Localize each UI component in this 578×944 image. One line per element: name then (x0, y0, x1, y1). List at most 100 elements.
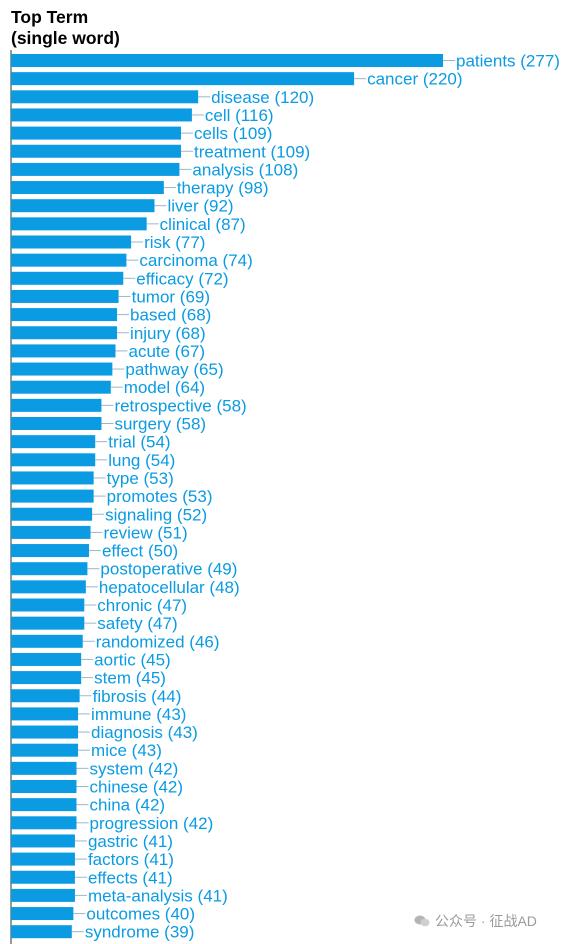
bar-disease (11, 90, 199, 104)
bar-label-liver: liver (92) (167, 197, 233, 216)
bar-acute (11, 344, 116, 358)
bar-china (11, 798, 77, 812)
bar-effects (11, 870, 75, 884)
bar-label-progression: progression (42) (90, 814, 214, 833)
bar-chinese (11, 780, 77, 793)
bar-label-cells: cells (109) (194, 124, 272, 143)
bar-label-treatment: treatment (109) (194, 142, 310, 161)
bar-factors (11, 852, 75, 866)
bar-label-surgery: surgery (58) (114, 415, 206, 434)
bar-analysis (11, 162, 180, 176)
bar-label-immune: immune (43) (91, 705, 186, 724)
bar-cell (11, 108, 192, 122)
bar-label-carcinoma: carcinoma (74) (139, 251, 252, 270)
bar-randomized (11, 634, 83, 648)
watermark-text: 公众号 · 征战AD (435, 913, 537, 929)
bar-risk (11, 235, 132, 249)
bar-syndrome (11, 925, 72, 939)
bar-efficacy (11, 271, 124, 285)
bar-label-factors: factors (41) (88, 850, 174, 869)
bar-fibrosis (11, 689, 80, 703)
watermark: 公众号 · 征战AD (414, 911, 537, 931)
wechat-icon (414, 915, 430, 927)
bar-promotes (11, 489, 94, 503)
chart-title-line-1: Top Term (11, 7, 89, 27)
bar-label-safety: safety (47) (97, 614, 177, 633)
bar-stem (11, 671, 82, 685)
chart-title: Top Term (single word) (11, 7, 120, 49)
bar-patients (11, 54, 443, 67)
bar-label-patients: patients (277) (456, 52, 560, 71)
bar-label-china: china (42) (90, 796, 166, 815)
bar-treatment (11, 144, 181, 158)
chart-title-line-2: (single word) (11, 28, 120, 48)
bar-label-system: system (42) (90, 759, 179, 778)
bar-aortic (11, 652, 82, 666)
bar-label-efficacy: efficacy (72) (136, 269, 228, 288)
bar-label-stem: stem (45) (94, 669, 166, 688)
bar-clinical (11, 217, 147, 231)
bar-chronic (11, 598, 85, 612)
bar-gastric (11, 834, 75, 848)
bar-label-chinese: chinese (42) (90, 778, 184, 797)
bar-label-acute: acute (67) (128, 342, 205, 361)
bar-progression (11, 816, 77, 830)
bar-label-retrospective: retrospective (58) (114, 396, 246, 415)
bar-label-outcomes: outcomes (40) (86, 905, 195, 924)
bar-label-gastric: gastric (41) (88, 832, 173, 851)
bar-label-type: type (53) (107, 469, 174, 488)
bar-cells (11, 126, 181, 140)
bar-type (11, 471, 94, 485)
bar-label-fibrosis: fibrosis (44) (93, 687, 182, 706)
bar-label-cancer: cancer (220) (367, 70, 462, 89)
bar-label-effect: effect (50) (102, 542, 178, 561)
bar-outcomes (11, 907, 74, 921)
bar-postoperative (11, 562, 88, 576)
bar-label-therapy: therapy (98) (177, 179, 269, 198)
bar-liver (11, 199, 155, 213)
bar-label-model: model (64) (124, 378, 205, 397)
bar-lung (11, 453, 96, 467)
bar-mice (11, 743, 79, 757)
bar-label-analysis: analysis (108) (192, 160, 298, 179)
bar-safety (11, 616, 85, 630)
bar-label-cell: cell (116) (205, 106, 274, 125)
bar-model (11, 380, 111, 394)
bar-retrospective (11, 398, 102, 412)
bar-label-based: based (68) (130, 306, 211, 325)
bar-surgery (11, 417, 102, 430)
bar-label-randomized: randomized (46) (96, 632, 220, 651)
bar-system (11, 761, 77, 775)
bar-label-effects: effects (41) (88, 868, 173, 887)
bar-label-syndrome: syndrome (39) (85, 923, 195, 942)
bar-effect (11, 544, 89, 558)
bar-label-clinical: clinical (87) (160, 215, 246, 234)
bar-label-disease: disease (120) (211, 88, 314, 107)
bar-label-pathway: pathway (65) (125, 360, 223, 379)
bar-label-postoperative: postoperative (49) (100, 560, 237, 579)
bar-carcinoma (11, 253, 127, 267)
bar-label-promotes: promotes (53) (107, 487, 213, 506)
bar-label-chronic: chronic (47) (97, 596, 187, 615)
bar-label-diagnosis: diagnosis (43) (91, 723, 198, 742)
bar-immune (11, 707, 79, 721)
bar-pathway (11, 362, 113, 376)
bar-meta-analysis (11, 888, 75, 902)
bar-signaling (11, 507, 93, 521)
bar-diagnosis (11, 725, 79, 739)
bar-hepatocellular (11, 580, 86, 594)
bar-label-tumor: tumor (69) (132, 287, 210, 306)
bar-cancer (11, 72, 355, 86)
bar-tumor (11, 289, 119, 303)
bar-label-review: review (51) (104, 523, 188, 542)
bar-label-mice: mice (43) (91, 741, 162, 760)
bar-label-hepatocellular: hepatocellular (48) (99, 578, 240, 597)
bar-based (11, 308, 118, 322)
bar-label-risk: risk (77) (144, 233, 205, 252)
bar-injury (11, 326, 118, 340)
bar-review (11, 525, 91, 539)
bar-label-lung: lung (54) (108, 451, 175, 470)
bar-label-injury: injury (68) (130, 324, 206, 343)
bar-therapy (11, 181, 164, 195)
